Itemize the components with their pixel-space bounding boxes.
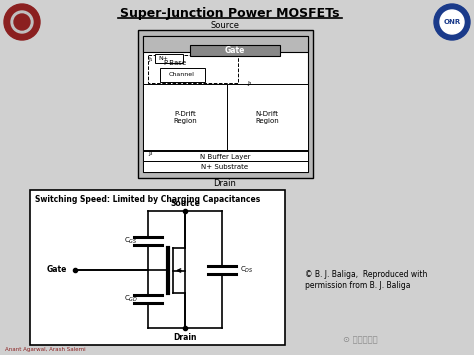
Text: ONR: ONR <box>443 19 461 25</box>
Circle shape <box>11 11 33 33</box>
Bar <box>143 151 308 161</box>
Text: Channel: Channel <box>169 72 195 77</box>
Text: © B. J. Baliga,  Reproduced with
permission from B. J. Baliga: © B. J. Baliga, Reproduced with permissi… <box>305 270 428 290</box>
Text: N+: N+ <box>158 56 168 61</box>
Bar <box>143 36 308 172</box>
Circle shape <box>434 4 470 40</box>
Text: P-Drift
Region: P-Drift Region <box>173 110 197 124</box>
Text: Switching Speed: Limited by Charging Capacitances: Switching Speed: Limited by Charging Cap… <box>35 195 260 203</box>
Circle shape <box>440 10 464 34</box>
Bar <box>190 45 280 56</box>
Bar <box>138 30 313 178</box>
Circle shape <box>4 4 40 40</box>
Text: N Buffer Layer: N Buffer Layer <box>200 154 250 160</box>
Text: Source: Source <box>210 22 239 31</box>
Text: Gate: Gate <box>46 266 67 274</box>
Text: J₂: J₂ <box>247 82 251 87</box>
Bar <box>143 161 308 172</box>
Bar <box>30 190 285 345</box>
Bar <box>143 36 308 52</box>
Text: J₁: J₁ <box>148 58 152 62</box>
Text: N+ Substrate: N+ Substrate <box>201 164 248 170</box>
Text: Source: Source <box>170 200 200 208</box>
Text: Drain: Drain <box>173 333 197 342</box>
Circle shape <box>14 14 30 30</box>
Text: J₃: J₃ <box>148 151 152 155</box>
Text: Gate: Gate <box>225 46 245 55</box>
Text: Super-Junction Power MOSFETs: Super-Junction Power MOSFETs <box>120 7 340 21</box>
Text: P-Base: P-Base <box>164 60 187 66</box>
Bar <box>143 84 227 150</box>
Text: C$_{GS}$: C$_{GS}$ <box>124 235 138 246</box>
Bar <box>160 68 205 82</box>
Bar <box>227 84 308 150</box>
Text: C$_{DS}$: C$_{DS}$ <box>240 264 254 275</box>
Text: N-Drift
Region: N-Drift Region <box>255 110 279 124</box>
Bar <box>155 54 183 63</box>
Text: C$_{GD}$: C$_{GD}$ <box>124 294 138 304</box>
Bar <box>148 55 238 83</box>
Text: Drain: Drain <box>214 179 237 187</box>
Text: Anant Agarwal, Arash Salemi: Anant Agarwal, Arash Salemi <box>5 348 86 353</box>
Text: ⊙ 半导体之芯: ⊙ 半导体之芯 <box>343 335 377 344</box>
